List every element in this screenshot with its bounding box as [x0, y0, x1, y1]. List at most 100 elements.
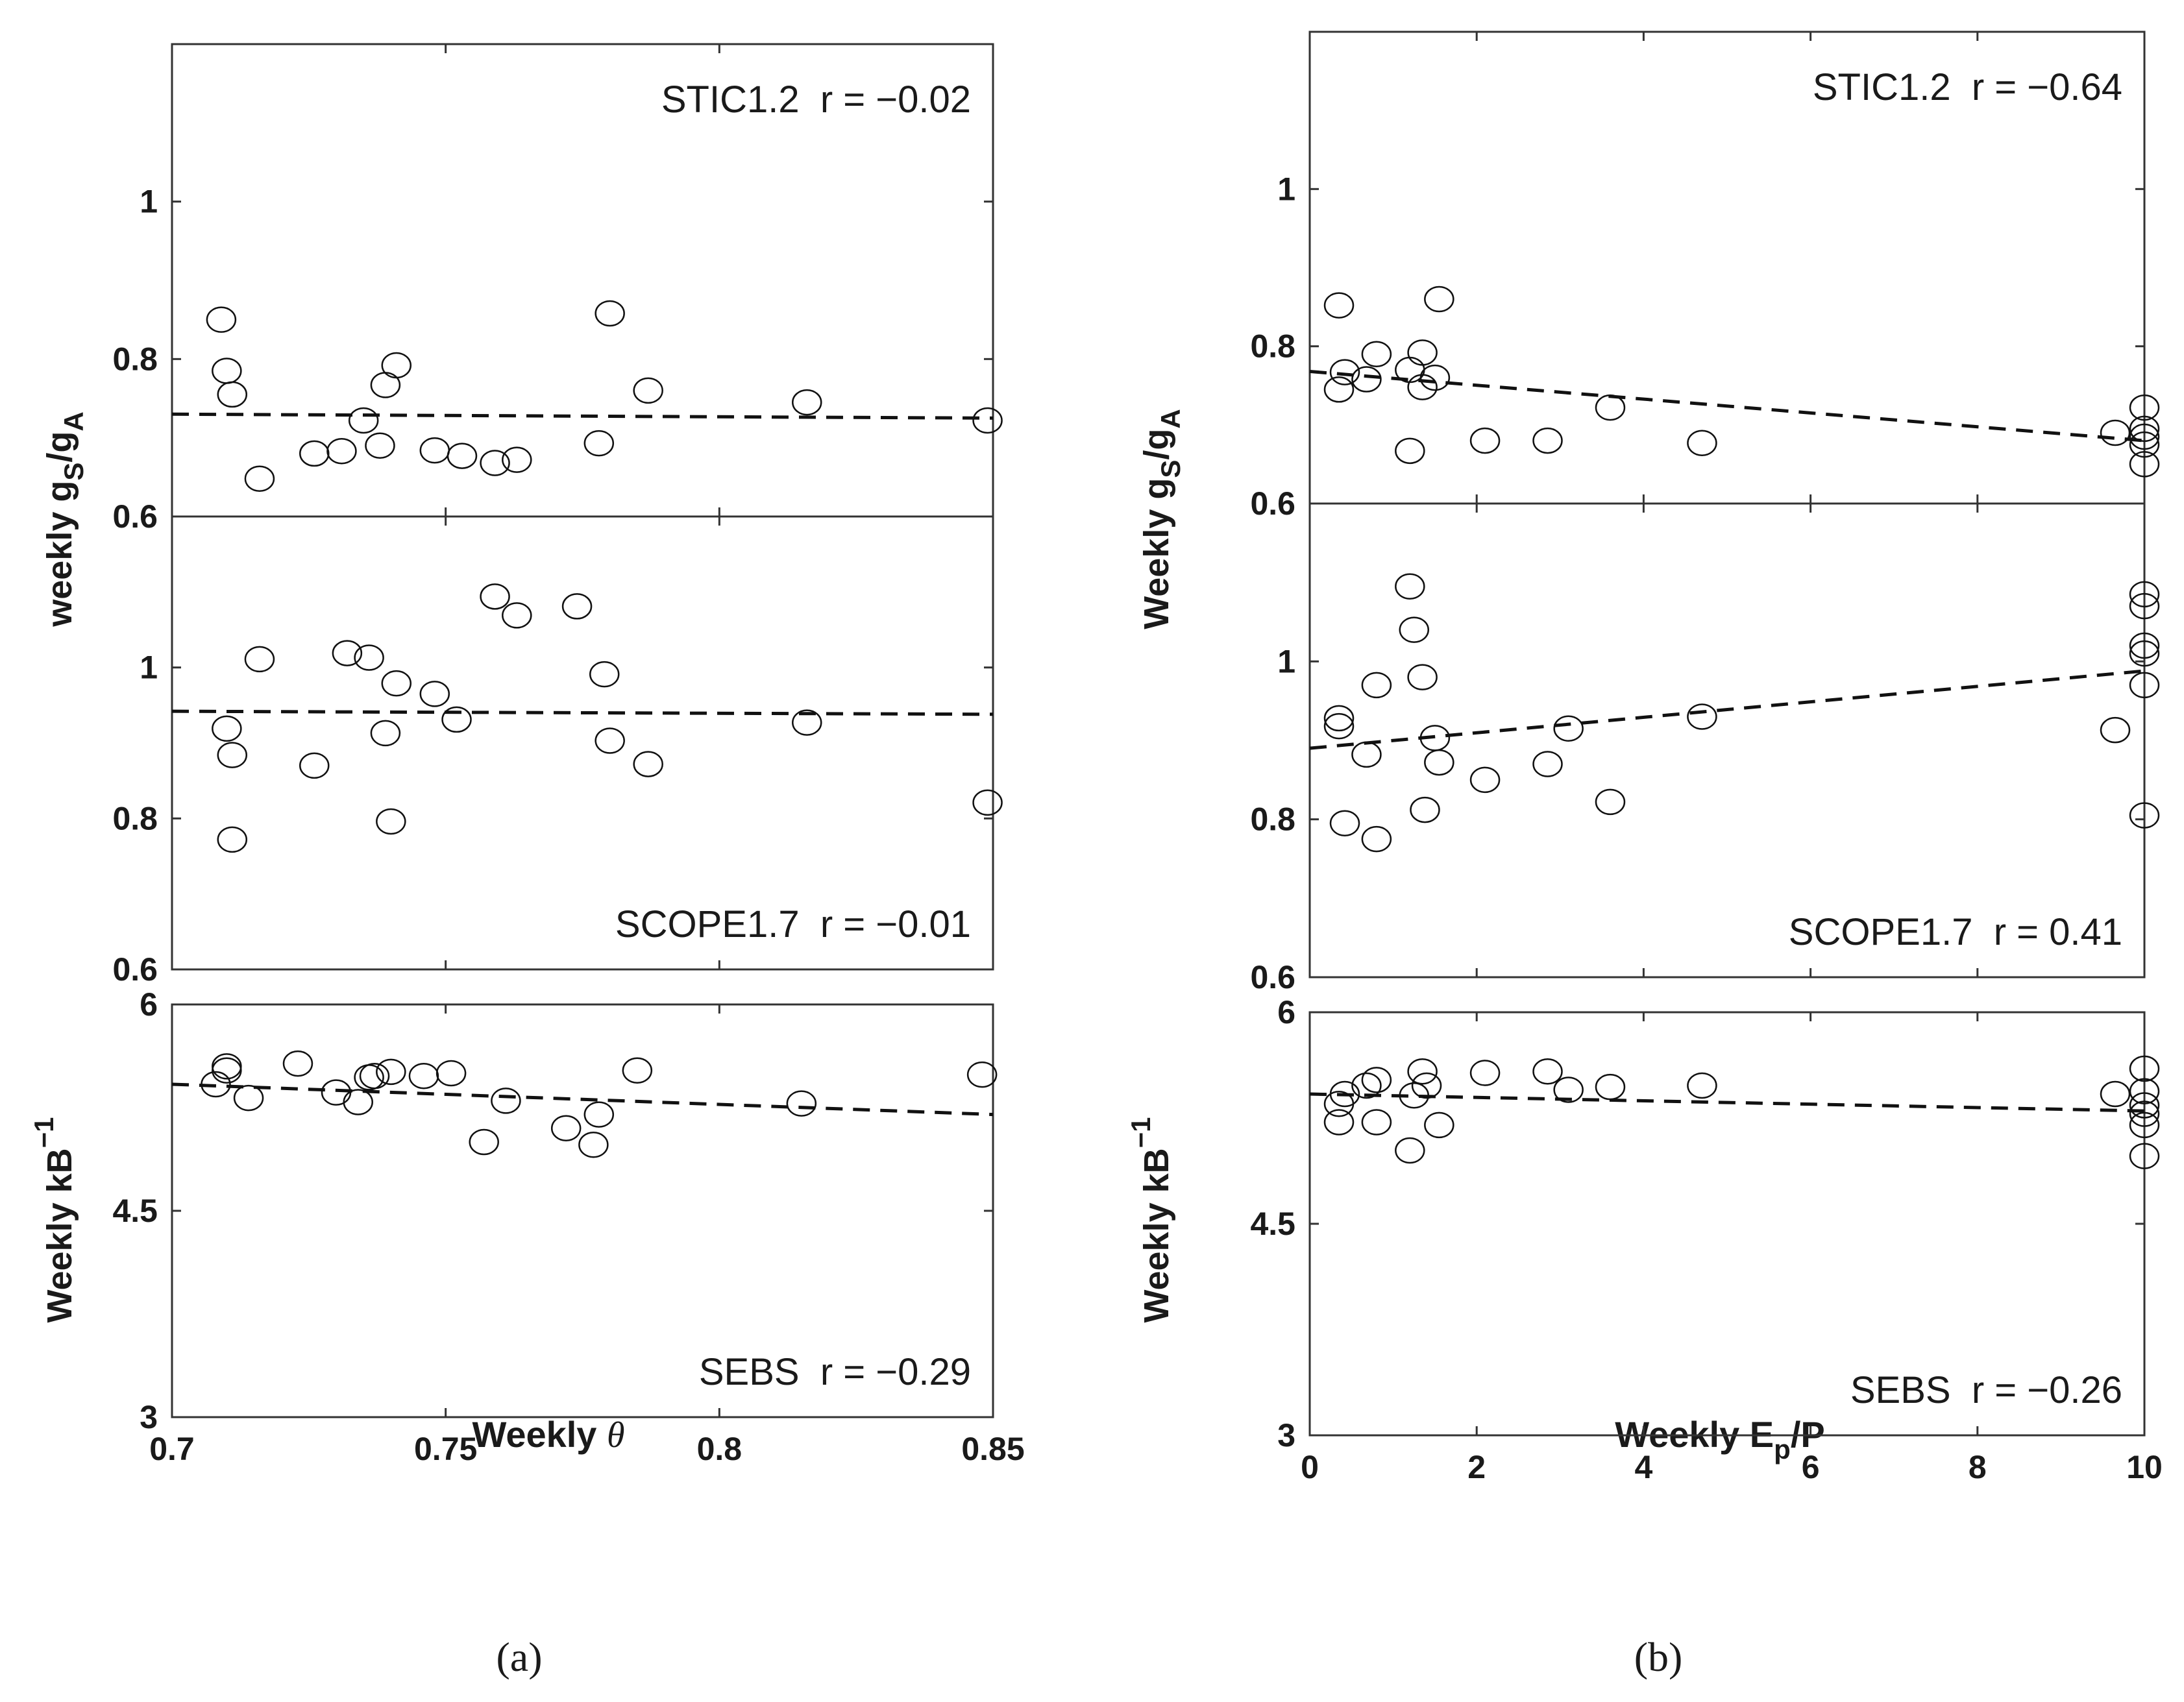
data-point — [2129, 423, 2160, 450]
data-point — [1424, 1112, 1454, 1139]
data-point — [1329, 1080, 1360, 1108]
data-point — [1395, 437, 1425, 465]
data-point — [212, 1057, 242, 1084]
fit-line — [171, 709, 994, 716]
data-point — [1595, 1073, 1626, 1100]
fit-line — [171, 1082, 994, 1117]
data-point — [2129, 592, 2160, 620]
data-point — [1351, 741, 1382, 768]
data-point — [786, 1090, 817, 1117]
data-point — [578, 1131, 609, 1158]
ytick-label: 0.6 — [112, 498, 158, 535]
panel-b-top: 1 0.8 0.6 STIC1.2 r = −0.64 — [1250, 30, 2160, 522]
data-point — [1399, 616, 1429, 643]
xtick-label: 0.85 — [961, 1431, 1024, 1467]
data-point — [201, 1071, 231, 1098]
data-point — [2129, 632, 2160, 659]
xtick-label: 4 — [1634, 1449, 1652, 1485]
ytick-label: 0.8 — [1250, 328, 1295, 365]
plots-layer: 1 0.8 0.6 STIC1.2 r = −0.02 1 0.8 0.6 SCOPE1.7 … — [112, 30, 2163, 1485]
panel-label-b: (b) — [1634, 1634, 1683, 1680]
correlation-annotation: SEBS r = −0.26 — [1850, 1369, 2122, 1411]
data-point — [1351, 1072, 1382, 1099]
data-point — [1532, 751, 1563, 777]
data-point — [1407, 374, 1438, 400]
ytick-label: 6 — [140, 986, 158, 1023]
data-point — [966, 1061, 998, 1088]
data-point — [447, 443, 478, 469]
data-point — [1407, 664, 1438, 690]
data-point — [480, 583, 510, 610]
data-point — [206, 306, 237, 333]
data-point — [2100, 419, 2131, 446]
correlation-annotation: STIC1.2 r = −0.64 — [1813, 66, 2122, 108]
svg-text:Weekly kB−1: Weekly kB−1 — [29, 1117, 79, 1322]
data-point — [1361, 672, 1392, 699]
data-point — [1407, 339, 1438, 366]
ytick-label: 4.5 — [1250, 1206, 1295, 1242]
data-point — [1424, 749, 1454, 776]
ytick-label: 1 — [1277, 171, 1295, 207]
data-point — [2129, 581, 2160, 608]
data-point — [1361, 1109, 1392, 1136]
data-point — [1595, 394, 1626, 421]
ylabel-b-kb: Weekly kB−1 — [1125, 1117, 1176, 1322]
panel-label-a: (a) — [496, 1634, 542, 1680]
data-point — [589, 661, 620, 688]
data-point — [1361, 1067, 1392, 1093]
data-point — [1532, 427, 1563, 454]
data-point — [2129, 415, 2160, 443]
xtick-label: 0 — [1301, 1449, 1319, 1485]
data-point — [2129, 394, 2160, 421]
data-point — [282, 1050, 313, 1077]
data-point — [2129, 1092, 2160, 1119]
data-point — [299, 440, 330, 467]
ytick-label: 0.6 — [112, 951, 158, 988]
data-point — [1399, 1082, 1429, 1109]
data-point — [2129, 1112, 2160, 1139]
data-point — [381, 670, 412, 697]
ylabel-a-kb: Weekly kB−1 — [29, 1117, 79, 1322]
ylabel-b-gs-ga: Weekly gS/gA — [1137, 409, 1186, 629]
data-point — [561, 593, 593, 620]
data-point — [792, 709, 822, 736]
data-point — [441, 706, 472, 733]
data-point — [550, 1115, 582, 1142]
data-point — [1532, 1058, 1563, 1085]
data-point — [1351, 366, 1382, 393]
xtick-label: 6 — [1802, 1449, 1820, 1485]
panel-b-mid: 1 0.8 0.6 SCOPE1.7 r = 0.41 — [1250, 502, 2160, 995]
data-point — [2129, 1143, 2160, 1169]
data-point — [370, 372, 401, 398]
data-point — [217, 826, 248, 853]
data-point — [2129, 640, 2160, 667]
svg-text:weekly gS/gA: weekly gS/gA — [40, 411, 89, 627]
data-point — [1595, 788, 1626, 816]
data-point — [2129, 1078, 2160, 1104]
data-point — [376, 1058, 406, 1086]
data-point — [1410, 796, 1440, 823]
data-point — [348, 407, 379, 434]
data-point — [491, 1088, 521, 1114]
data-point — [233, 1084, 264, 1112]
data-point — [1395, 1137, 1425, 1164]
data-point — [244, 465, 275, 492]
data-point — [633, 377, 663, 404]
ytick-label: 0.8 — [112, 800, 158, 836]
data-point — [1553, 715, 1584, 742]
ytick-label: 1 — [1277, 643, 1295, 679]
fit-line — [171, 412, 994, 420]
data-point — [244, 646, 275, 673]
data-point — [212, 358, 242, 384]
data-point — [972, 789, 1003, 816]
data-point — [1323, 1109, 1355, 1136]
data-point — [792, 389, 822, 416]
plot-frame — [171, 515, 994, 971]
data-point — [1469, 1060, 1501, 1086]
data-point — [2129, 451, 2160, 478]
panel-a-mid: 1 0.8 0.6 SCOPE1.7 r = −0.01 — [112, 515, 1003, 988]
ytick-label: 3 — [140, 1399, 158, 1435]
data-point — [1329, 359, 1360, 385]
panel-a-top: 1 0.8 0.6 STIC1.2 r = −0.02 — [112, 43, 1003, 535]
